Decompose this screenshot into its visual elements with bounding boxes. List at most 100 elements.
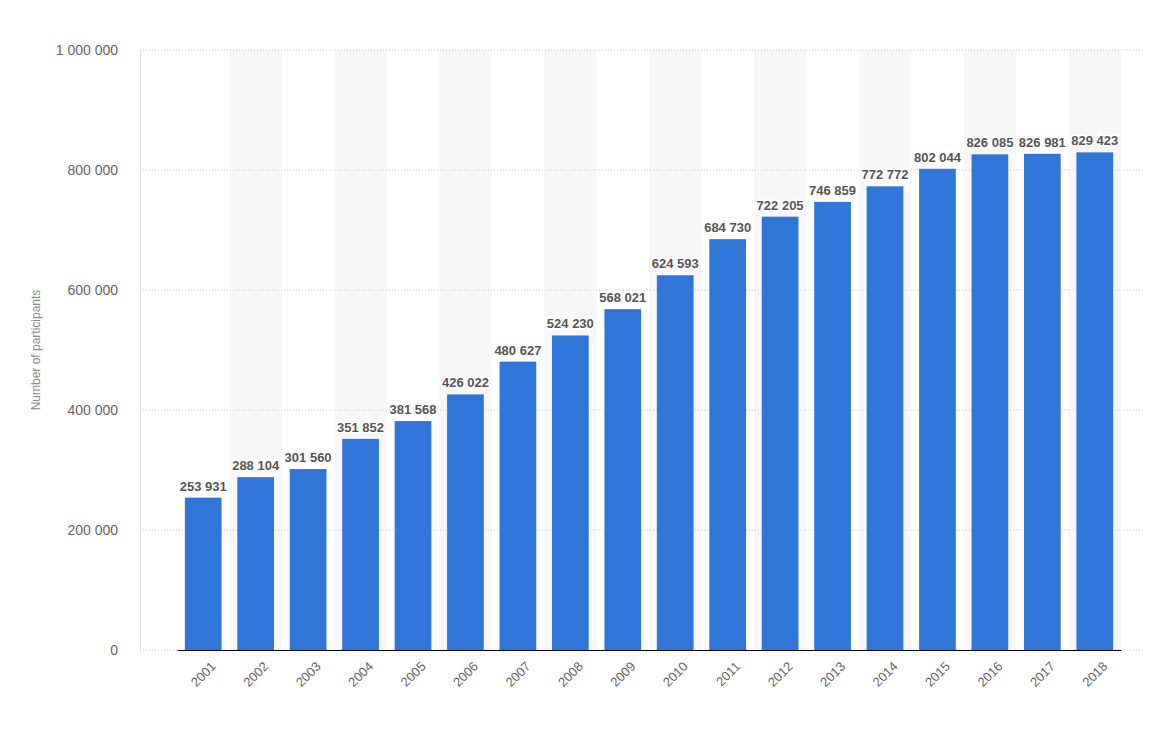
chart: 0200 000400 000600 000800 0001 000 000Nu…	[0, 0, 1162, 736]
y-tick-label: 200 000	[67, 522, 118, 538]
column-band	[1069, 50, 1121, 650]
x-tick: 2004	[345, 650, 376, 690]
data-label: 802 044	[914, 150, 962, 165]
x-tick: 2013	[817, 650, 848, 690]
y-tick-label: 600 000	[67, 282, 118, 298]
y-tick: 1 000 000	[56, 42, 140, 58]
y-axis: 0 200 000 400 000 600 000 800 000 1 000 000	[56, 42, 141, 658]
data-label: 829 423	[1071, 133, 1118, 148]
x-tick: 2006	[450, 650, 481, 690]
data-label: 480 627	[494, 343, 541, 358]
column-band	[229, 50, 281, 650]
x-tick: 2010	[660, 650, 691, 690]
x-tick-label: 2003	[293, 659, 324, 690]
x-tick-label: 2009	[607, 659, 638, 690]
column-band	[964, 50, 1016, 650]
bar	[919, 169, 956, 650]
x-tick-label: 2007	[502, 659, 533, 690]
x-tick: 2009	[607, 650, 638, 690]
bar	[290, 469, 327, 650]
x-tick-label: 2010	[660, 659, 691, 690]
x-tick-label: 2013	[817, 659, 848, 690]
x-tick-label: 2011	[713, 659, 743, 689]
x-tick: 2005	[398, 650, 429, 690]
bar	[604, 309, 641, 650]
x-tick: 2011	[713, 650, 743, 689]
bar	[342, 439, 379, 650]
data-label: 524 230	[547, 316, 594, 331]
bar	[185, 498, 222, 650]
bar	[814, 202, 851, 650]
x-tick: 2007	[502, 650, 533, 690]
data-label: 301 560	[285, 450, 332, 465]
bar	[1076, 152, 1113, 650]
data-label: 722 205	[757, 198, 804, 213]
data-label: 826 981	[1019, 135, 1066, 150]
x-tick: 2002	[240, 650, 271, 690]
bar	[972, 154, 1009, 650]
y-tick: 200 000	[67, 522, 140, 538]
data-label: 772 772	[862, 167, 909, 182]
x-tick-label: 2005	[398, 659, 429, 690]
column-band	[544, 50, 596, 650]
bar	[867, 186, 904, 650]
bar	[762, 217, 799, 650]
x-tick-label: 2016	[974, 659, 1005, 690]
y-tick-label: 400 000	[67, 402, 118, 418]
bar	[447, 394, 484, 650]
y-tick-label: 1 000 000	[56, 42, 118, 58]
x-tick-label: 2001	[188, 659, 219, 690]
x-tick-label: 2002	[240, 659, 271, 690]
x-tick: 2008	[555, 650, 586, 690]
y-axis-line	[140, 51, 141, 651]
x-tick: 2017	[1027, 650, 1058, 690]
x-axis-line	[178, 650, 1122, 651]
x-tick-label: 2015	[922, 659, 953, 690]
data-label: 746 859	[809, 183, 856, 198]
x-tick: 2015	[922, 650, 953, 690]
x-tick-label: 2006	[450, 659, 481, 690]
x-tick-label: 2008	[555, 659, 586, 690]
x-tick-label: 2018	[1079, 659, 1110, 690]
column-band	[649, 50, 701, 650]
data-label: 381 568	[390, 402, 437, 417]
x-tick: 2003	[293, 650, 324, 690]
column-band	[439, 50, 491, 650]
x-axis: 2001 2002 2003 2004 2005 2006 2007 2008 2009 2010…	[178, 650, 1122, 690]
data-label: 624 593	[652, 256, 699, 271]
data-label: 351 852	[337, 420, 384, 435]
data-label: 684 730	[704, 220, 751, 235]
column-band	[754, 50, 806, 650]
bar	[552, 335, 589, 650]
y-tick-label: 800 000	[67, 162, 118, 178]
column-band	[859, 50, 911, 650]
x-tick: 2012	[765, 650, 796, 690]
y-tick-label: 0	[110, 642, 118, 658]
y-tick: 600 000	[67, 282, 140, 298]
x-tick-label: 2004	[345, 659, 376, 690]
x-tick: 2016	[974, 650, 1005, 690]
data-label: 288 104	[232, 458, 280, 473]
x-tick-label: 2017	[1027, 659, 1058, 690]
bar	[1024, 154, 1061, 650]
data-label: 826 085	[966, 135, 1013, 150]
grid-line	[140, 50, 1145, 51]
data-label: 253 931	[180, 479, 227, 494]
column-band	[334, 50, 386, 650]
grid	[140, 50, 1145, 650]
bar	[395, 421, 432, 650]
bars	[185, 152, 1113, 650]
bar	[237, 477, 274, 650]
bar	[657, 275, 694, 650]
x-tick: 2018	[1079, 650, 1110, 690]
data-labels: 253 931 288 104 301 560 351 852 381 568 426 0…	[180, 133, 1119, 493]
x-tick-label: 2014	[870, 659, 901, 690]
data-label: 426 022	[442, 375, 489, 390]
bar	[709, 239, 746, 650]
data-label: 568 021	[599, 290, 646, 305]
x-tick-label: 2012	[765, 659, 796, 690]
y-tick: 0	[110, 642, 140, 658]
bar	[500, 362, 537, 650]
column-bands	[229, 50, 1121, 650]
x-tick: 2014	[870, 650, 901, 690]
